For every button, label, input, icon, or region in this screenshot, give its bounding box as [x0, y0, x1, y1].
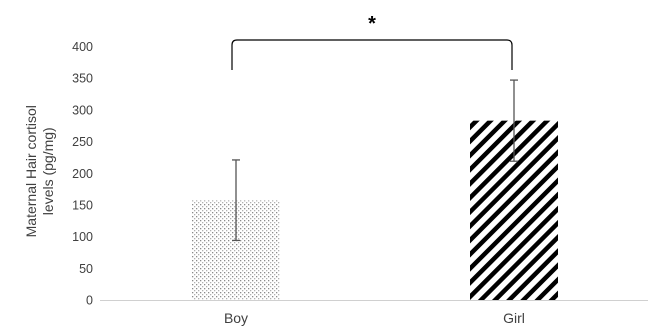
y-tick-label: 200: [72, 167, 93, 181]
significance-marker: *: [368, 13, 376, 35]
y-tick-label: 350: [72, 72, 93, 86]
y-tick-label: 400: [72, 40, 93, 54]
y-tick-label: 50: [79, 262, 93, 276]
bars: [192, 120, 558, 301]
y-axis-label-line: levels (pg/mg): [40, 127, 56, 215]
y-axis-label: Maternal Hair cortisollevels (pg/mg): [23, 105, 56, 237]
y-axis-label-line: Maternal Hair cortisol: [23, 105, 39, 237]
y-axis-title: Maternal Hair cortisollevels (pg/mg): [23, 105, 56, 237]
x-tick-label: Boy: [224, 310, 248, 326]
y-axis-ticks: 0 50 100 150 200 250 300 350 400: [72, 40, 93, 308]
y-tick-label: 150: [72, 198, 93, 212]
significance-annotation: *: [231, 13, 513, 70]
error-bars: [232, 79, 518, 242]
y-tick-label: 300: [72, 103, 93, 117]
significance-bracket: [231, 39, 513, 70]
y-tick-label: 0: [86, 294, 93, 308]
y-tick-label: 100: [72, 230, 93, 244]
x-axis-labels: Boy Girl: [224, 310, 525, 326]
x-tick-label: Girl: [503, 310, 525, 326]
y-tick-label: 250: [72, 135, 93, 149]
